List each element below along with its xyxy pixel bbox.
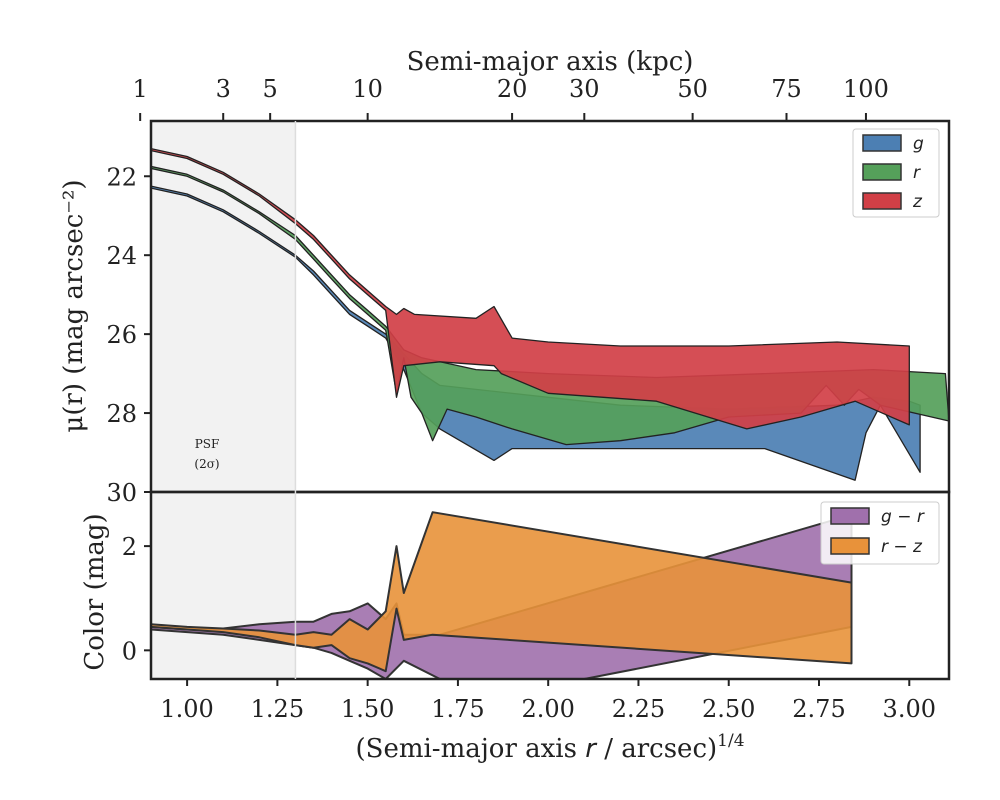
kpc-tick-label: 100 bbox=[843, 75, 889, 103]
kpc-tick-label: 75 bbox=[771, 75, 802, 103]
band-z bbox=[151, 147, 910, 430]
legend-swatch-g-r bbox=[830, 507, 870, 525]
kpc-tick-label: 10 bbox=[352, 75, 383, 103]
x-tick-label: 3.00 bbox=[883, 695, 936, 723]
legend-swatch-r bbox=[862, 163, 902, 181]
y-tick-label: 30 bbox=[106, 479, 137, 507]
bottom-legend: g − r r − z bbox=[820, 501, 940, 565]
x-tick-label: 2.25 bbox=[612, 695, 665, 723]
x-tick-label: 1.50 bbox=[341, 695, 394, 723]
top-panel: PSF (2σ) 22 24 26 28 30 1 3 5 10 20 30 50 75 100 Sem… bbox=[59, 47, 949, 507]
psf-shade-top bbox=[151, 121, 296, 492]
top-kpc-axis: 1 3 5 10 20 30 50 75 100 bbox=[133, 75, 889, 121]
y-tick-label: 28 bbox=[106, 400, 137, 428]
top-y-axis: 22 24 26 28 30 bbox=[106, 163, 151, 507]
kpc-tick-label: 5 bbox=[263, 75, 278, 103]
kpc-tick-label: 20 bbox=[497, 75, 528, 103]
kpc-tick-label: 1 bbox=[133, 75, 148, 103]
top-series-areas bbox=[151, 147, 949, 481]
bottom-y-axis: 02 bbox=[122, 533, 151, 665]
color-y-tick-label: 0 bbox=[122, 637, 137, 665]
y-tick-label: 24 bbox=[106, 242, 137, 270]
x-tick-label: 2.75 bbox=[792, 695, 845, 723]
kpc-tick-label: 50 bbox=[677, 75, 708, 103]
psf-shade-bottom bbox=[151, 494, 296, 679]
psf-sublabel: (2σ) bbox=[194, 457, 219, 471]
legend-label-g-r: g − r bbox=[881, 507, 925, 527]
top-legend: grz bbox=[852, 128, 940, 218]
top-axis-title: Semi-major axis (kpc) bbox=[407, 47, 694, 77]
bottom-series-areas bbox=[151, 511, 853, 679]
x-axis-title: (Semi-major axis r / arcsec)1/4 bbox=[355, 731, 744, 764]
bottom-panel-frame bbox=[149, 490, 951, 681]
y-tick-label: 22 bbox=[106, 163, 137, 191]
x-tick-label: 2.50 bbox=[702, 695, 755, 723]
legend-label-r-z: r − z bbox=[881, 537, 923, 557]
legend-label-z: z bbox=[912, 192, 923, 212]
psf-label: PSF bbox=[195, 437, 220, 451]
legend-label-g: g bbox=[913, 134, 924, 154]
kpc-tick-label: 30 bbox=[569, 75, 600, 103]
legend-swatch-g bbox=[862, 134, 902, 152]
x-tick-label: 2.00 bbox=[521, 695, 574, 723]
bottom-x-axis: 1.00 1.25 1.50 1.75 2.00 2.25 2.50 2.75 3.00 bbox=[160, 679, 936, 723]
color-y-tick-label: 2 bbox=[122, 533, 137, 561]
bottom-y-axis-title: Color (mag) bbox=[80, 513, 110, 670]
x-tick-label: 1.00 bbox=[160, 695, 213, 723]
band-r-z bbox=[151, 511, 853, 673]
top-y-axis-title: μ(r) (mag arcsec⁻²) bbox=[59, 179, 89, 432]
legend-swatch-r-z bbox=[830, 537, 870, 555]
legend-label-r: r bbox=[913, 163, 921, 183]
x-tick-label: 1.75 bbox=[431, 695, 484, 723]
legend-swatch-z bbox=[862, 192, 902, 210]
bottom-panel: 02 1.00 1.25 1.50 1.75 2.00 2.25 2.50 2.75 3.00 … bbox=[80, 494, 940, 764]
y-tick-label: 26 bbox=[106, 321, 137, 349]
x-tick-label: 1.25 bbox=[251, 695, 304, 723]
kpc-tick-label: 3 bbox=[216, 75, 231, 103]
